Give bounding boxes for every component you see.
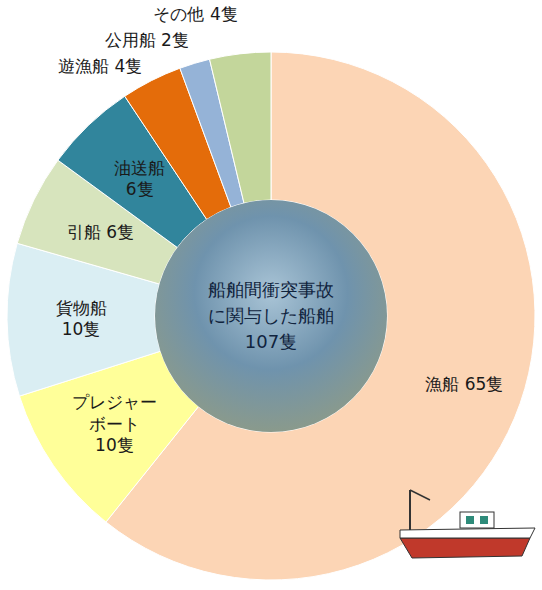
label-part: プレジャー [72,392,157,412]
label-part: ボート [89,414,140,434]
label-part: 10隻 [62,319,101,339]
center-title: 船舶間衝突事故に関与した船舶 [208,279,334,326]
slice-label: 漁船 65隻 [425,374,503,394]
slice-label: 貨物船10隻 [56,298,107,339]
label-part: その他 [153,4,204,24]
slice [106,52,535,580]
label-part: 引船 [67,222,101,242]
label-part: 貨物船 [56,298,107,318]
title-line: 船舶間衝突事故 [208,279,334,300]
slice [210,52,271,203]
label-part: 油送船 [114,158,165,178]
slice-label: 公用船 2隻 [105,30,189,50]
label-part: 65隻 [465,374,504,394]
center-total: 107隻 [245,331,297,352]
labels: 漁船 65隻プレジャーボート10隻貨物船10隻引船 6隻油送船6隻その他 4隻公… [56,4,504,455]
label-part: 2隻 [161,30,189,50]
label-part: 10隻 [95,435,134,455]
slice-label: 油送船6隻 [114,158,165,199]
center-disc [155,200,387,432]
slice-label: その他 4隻 [153,4,237,24]
slice-label: 引船 6隻 [67,222,134,242]
slices [7,52,535,580]
label-part: 公用船 [105,30,156,50]
label-part: 6隻 [106,222,134,242]
boat-icon [400,490,535,558]
label-part: 漁船 [425,374,459,394]
label-part: 遊漁船 [58,56,109,76]
slice-label: プレジャーボート10隻 [72,392,157,455]
label-part: 6隻 [126,179,154,199]
title-line: に関与した船舶 [208,305,334,326]
slice-label: 遊漁船 4隻 [58,56,142,76]
chart: 漁船 65隻プレジャーボート10隻貨物船10隻引船 6隻油送船6隻その他 4隻公… [0,0,542,590]
label-part: 4隻 [210,4,238,24]
label-part: 4隻 [115,56,143,76]
